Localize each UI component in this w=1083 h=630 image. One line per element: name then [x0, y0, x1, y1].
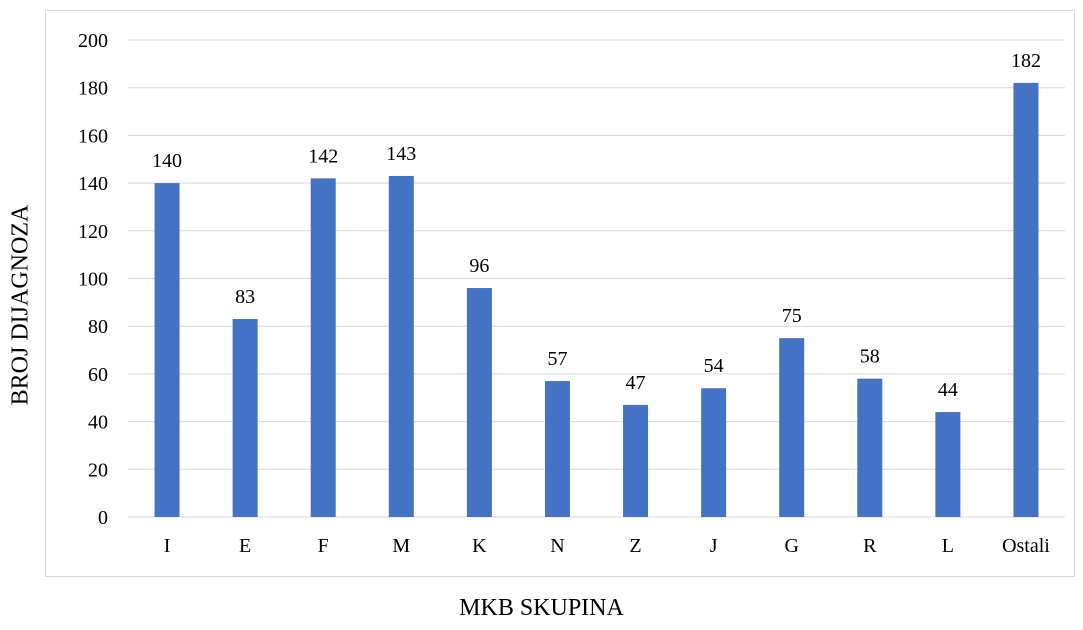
y-axis-title: BROJ DIJAGNOZA [7, 204, 34, 406]
x-tick-label-J: J [710, 535, 718, 557]
y-tick-label: 100 [78, 269, 108, 291]
y-tick-label: 20 [88, 459, 108, 481]
x-tick-label-R: R [863, 535, 877, 557]
chart-frame [45, 10, 1075, 577]
x-tick-label-L: L [942, 535, 954, 557]
data-label-Z: 47 [626, 372, 646, 394]
bar-K [466, 288, 492, 517]
data-label-E: 83 [235, 286, 255, 308]
x-tick-label-M: M [392, 535, 410, 557]
bar-L [935, 412, 961, 517]
y-tick-label: 140 [78, 173, 108, 195]
x-tick-label-Ostali: Ostali [1002, 535, 1050, 557]
bar-Z [623, 404, 649, 517]
bar-E [232, 319, 258, 517]
bar-J [701, 388, 727, 517]
x-tick-label-N: N [550, 535, 564, 557]
x-tick-label-I: I [164, 535, 171, 557]
data-label-F: 142 [308, 145, 338, 167]
y-tick-label: 40 [88, 412, 108, 434]
x-tick-label-Z: Z [629, 535, 641, 557]
data-label-Ostali: 182 [1011, 50, 1041, 72]
data-label-I: 140 [152, 150, 182, 172]
data-label-G: 75 [782, 305, 802, 327]
bar-R [857, 378, 883, 517]
data-label-M: 143 [386, 143, 416, 165]
y-tick-label: 0 [98, 507, 108, 529]
x-tick-label-E: E [239, 535, 251, 557]
y-tick-label: 160 [78, 125, 108, 147]
y-tick-label: 200 [78, 30, 108, 52]
y-tick-label: 60 [88, 364, 108, 386]
bar-F [310, 178, 336, 517]
bar-M [388, 175, 414, 517]
y-tick-label: 80 [88, 316, 108, 338]
bar-G [779, 338, 805, 517]
x-tick-label-K: K [472, 535, 487, 557]
x-tick-label-G: G [784, 535, 798, 557]
x-tick-label-F: F [318, 535, 329, 557]
data-label-J: 54 [704, 355, 724, 377]
data-label-N: 57 [547, 348, 567, 370]
data-label-L: 44 [938, 379, 958, 401]
y-tick-label: 180 [78, 78, 108, 100]
bar-I [154, 183, 180, 517]
bar-N [544, 381, 570, 517]
bar-Ostali [1013, 82, 1039, 518]
y-tick-label: 120 [78, 221, 108, 243]
data-label-R: 58 [860, 346, 880, 368]
data-label-K: 96 [469, 255, 489, 277]
x-axis-title: MKB SKUPINA [459, 595, 624, 621]
